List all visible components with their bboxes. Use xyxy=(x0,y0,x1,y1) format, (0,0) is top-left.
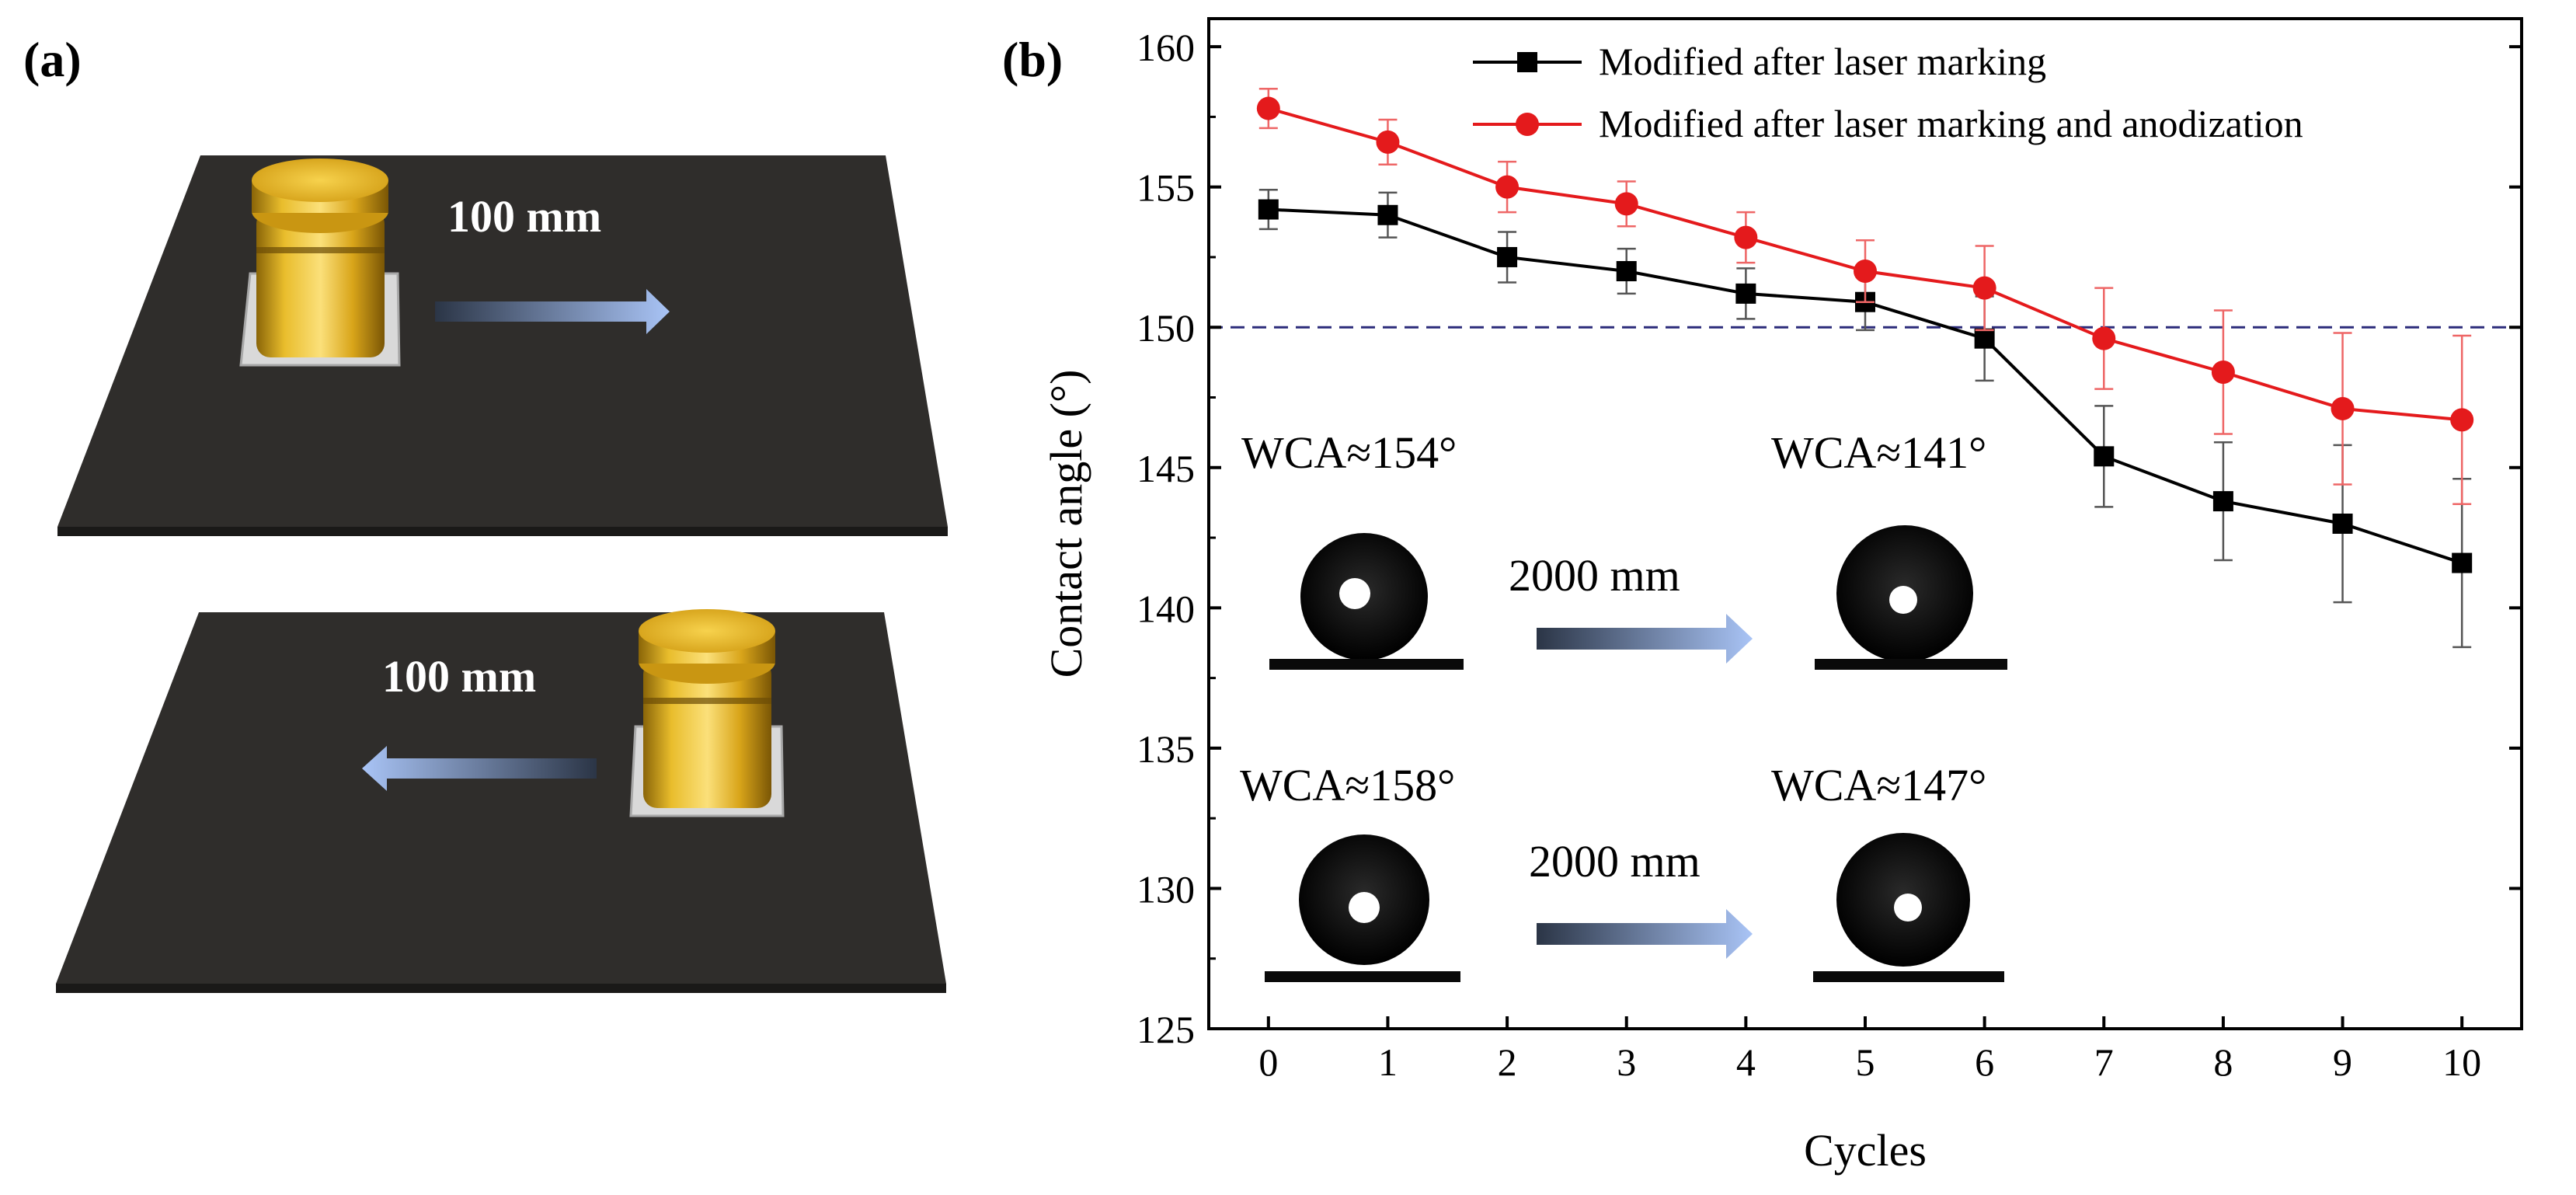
x-tick-label: 10 xyxy=(2442,1040,2481,1084)
panel-a-label: (a) xyxy=(23,32,82,87)
y-tick-label: 130 xyxy=(1137,867,1195,911)
legend-item-red: Modified after laser marking and anodiza… xyxy=(1473,102,2303,145)
data-point xyxy=(1614,192,1638,216)
top-plate-scene: 100 mm xyxy=(57,155,948,536)
data-point xyxy=(1974,328,1995,349)
droplet-icon xyxy=(1265,834,1460,982)
y-tick-label: 150 xyxy=(1137,306,1195,350)
inset-1-after-wca: WCA≈141° xyxy=(1771,427,1986,478)
y-tick-label: 145 xyxy=(1137,447,1195,490)
droplet-icon xyxy=(1815,525,2007,670)
x-tick-label: 3 xyxy=(1617,1040,1636,1084)
data-point xyxy=(2331,396,2355,420)
data-point xyxy=(2450,408,2474,432)
x-tick-label: 6 xyxy=(1975,1040,1994,1084)
bottom-plate-scene: 100 mm xyxy=(56,609,946,993)
x-tick-label: 1 xyxy=(1378,1040,1398,1084)
bottom-plate-edge xyxy=(56,984,946,993)
droplet-icon xyxy=(1269,533,1464,670)
top-right-arrow xyxy=(435,289,670,334)
y-tick-label: 125 xyxy=(1137,1008,1195,1051)
data-point xyxy=(1972,276,1996,300)
x-tick-label: 7 xyxy=(2094,1040,2114,1084)
data-point xyxy=(1735,283,1756,304)
data-point xyxy=(2211,361,2235,384)
inset-2-distance: 2000 mm xyxy=(1529,836,1701,887)
top-plate-edge xyxy=(57,527,948,536)
inset-1-distance: 2000 mm xyxy=(1509,550,1680,601)
legend-item-black: Modified after laser marking xyxy=(1473,40,2046,83)
y-tick-label: 155 xyxy=(1137,166,1195,210)
data-point xyxy=(1734,225,1758,249)
x-tick-label: 8 xyxy=(2213,1040,2233,1084)
inset-2-after-wca: WCA≈147° xyxy=(1771,760,1986,810)
x-tick-label: 5 xyxy=(1856,1040,1875,1084)
y-tick-label: 140 xyxy=(1137,587,1195,630)
x-axis: 0 1 2 3 4 5 6 7 8 9 10 xyxy=(1258,1016,2481,1084)
data-point xyxy=(1854,260,1877,283)
data-point xyxy=(2452,552,2473,573)
data-point xyxy=(1616,261,1637,281)
x-tick-label: 2 xyxy=(1498,1040,1517,1084)
top-distance-label: 100 mm xyxy=(447,191,601,242)
data-point xyxy=(2094,446,2115,467)
x-tick-label: 4 xyxy=(1736,1040,1756,1084)
series-1 xyxy=(1256,88,2474,505)
series-layer xyxy=(1256,88,2474,649)
y-tick-label: 160 xyxy=(1137,26,1195,69)
panel-a: (a) 100 mm xyxy=(23,32,948,993)
inset-pair-1: WCA≈154° WCA≈141° 2000 mm xyxy=(1241,427,2007,670)
y-tick-label: 135 xyxy=(1137,727,1195,771)
inset-2-arrow xyxy=(1537,909,1753,959)
data-point xyxy=(1495,175,1519,199)
data-point xyxy=(1256,96,1280,120)
inset-1-before-wca: WCA≈154° xyxy=(1241,427,1457,478)
inset-2-before-wca: WCA≈158° xyxy=(1240,760,1455,810)
bottom-distance-label: 100 mm xyxy=(382,651,536,702)
data-point xyxy=(1376,130,1400,154)
inset-pair-2: WCA≈158° WCA≈147° 2000 mm xyxy=(1240,760,2004,982)
x-axis-label: Cycles xyxy=(1804,1125,1927,1176)
y-axis-label: Contact angle (°) xyxy=(1041,370,1091,678)
inset-1-arrow xyxy=(1537,614,1753,664)
x-tick-label: 0 xyxy=(1258,1040,1278,1084)
droplet-icon xyxy=(1813,833,2004,982)
bottom-left-arrow xyxy=(362,746,597,791)
legend-label-red: Modified after laser marking and anodiza… xyxy=(1599,102,2303,145)
bottom-weight-icon xyxy=(639,609,775,808)
legend: Modified after laser marking Modified af… xyxy=(1473,40,2303,145)
top-weight-icon xyxy=(252,159,388,357)
data-point xyxy=(2332,514,2353,534)
panel-b-label: (b) xyxy=(1002,32,1063,87)
data-point xyxy=(2092,326,2116,350)
legend-label-black: Modified after laser marking xyxy=(1599,40,2046,83)
data-point xyxy=(2212,491,2233,512)
data-point xyxy=(1377,204,1398,225)
x-tick-label: 9 xyxy=(2333,1040,2352,1084)
data-point xyxy=(1497,246,1518,267)
y-axis: 125 130 135 140 145 150 155 160 xyxy=(1137,26,2522,1051)
data-point xyxy=(1258,199,1279,220)
